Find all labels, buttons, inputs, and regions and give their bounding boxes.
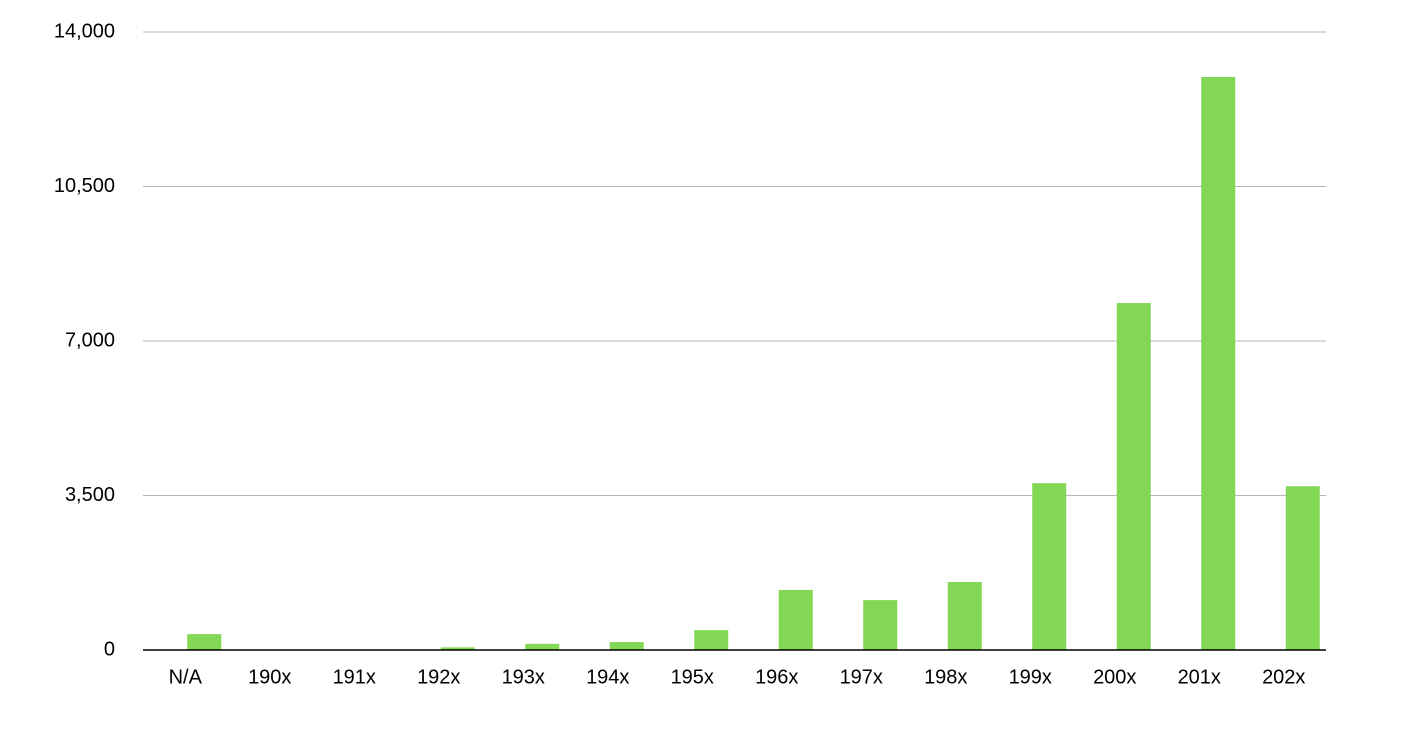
x-tick-label: 199x	[1009, 666, 1052, 688]
x-tick-label: 194x	[586, 666, 629, 688]
x-tick-label: 193x	[502, 666, 545, 688]
bar	[1285, 486, 1320, 650]
bar	[863, 600, 898, 650]
x-tick-label: 196x	[755, 666, 798, 688]
bar	[947, 582, 982, 650]
bar	[440, 647, 475, 650]
y-tick-label: 0	[104, 638, 115, 660]
x-tick-label: 197x	[840, 666, 883, 688]
bar	[187, 634, 222, 650]
y-tick-label: 14,000	[54, 20, 115, 42]
x-tick-label: 201x	[1178, 666, 1221, 688]
y-tick-label: 10,500	[54, 175, 115, 197]
y-tick-label: 7,000	[65, 329, 115, 351]
bar	[1032, 483, 1067, 650]
y-tick-label: 3,500	[65, 484, 115, 506]
x-tick-label: 198x	[924, 666, 967, 688]
bar	[1201, 77, 1236, 651]
x-tick-label: 190x	[248, 666, 291, 688]
bar	[778, 589, 813, 650]
x-tick-label: 195x	[671, 666, 714, 688]
bar	[1116, 303, 1151, 650]
x-tick-label: N/A	[169, 666, 203, 688]
bar	[609, 642, 644, 650]
x-tick-label: 192x	[417, 666, 460, 688]
x-tick-label: 200x	[1093, 666, 1136, 688]
x-tick-label: 202x	[1262, 666, 1305, 688]
x-tick-label: 191x	[333, 666, 376, 688]
bar	[694, 630, 729, 650]
bar	[525, 643, 560, 650]
